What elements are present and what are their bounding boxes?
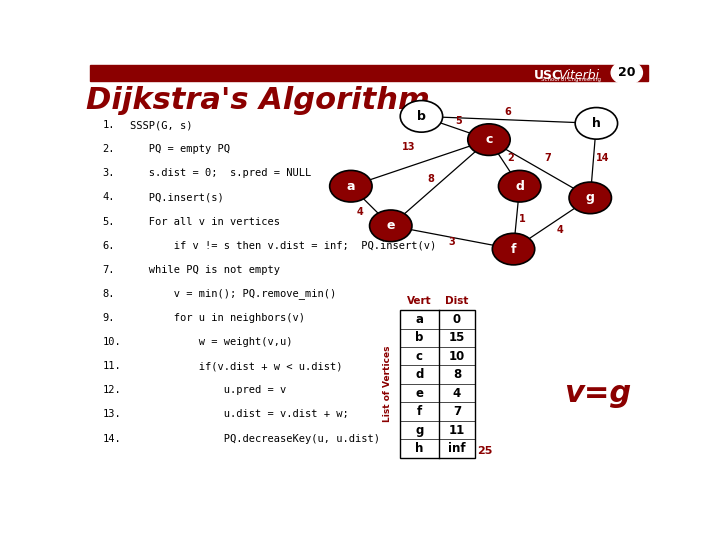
Text: 4.: 4. — [102, 192, 114, 202]
Text: 10.: 10. — [102, 337, 121, 347]
Text: PQ = empty PQ: PQ = empty PQ — [130, 144, 230, 154]
Text: 2.: 2. — [102, 144, 114, 154]
Text: u.pred = v: u.pred = v — [130, 386, 287, 395]
Text: 4: 4 — [356, 207, 364, 217]
Text: 1.: 1. — [102, 120, 114, 130]
Text: School of Engineering: School of Engineering — [541, 77, 601, 82]
Text: Dijkstra's Algorithm: Dijkstra's Algorithm — [86, 86, 429, 114]
Text: inf: inf — [448, 442, 466, 455]
Text: d: d — [516, 180, 524, 193]
Circle shape — [330, 171, 372, 202]
Text: u.dist = v.dist + w;: u.dist = v.dist + w; — [130, 409, 349, 420]
Text: 11.: 11. — [102, 361, 121, 372]
Text: 2: 2 — [507, 153, 514, 163]
Text: 3.: 3. — [102, 168, 114, 178]
Text: h: h — [415, 442, 423, 455]
Text: 7: 7 — [453, 405, 461, 418]
Circle shape — [575, 107, 618, 139]
Text: 7: 7 — [544, 153, 551, 163]
Text: b: b — [415, 332, 423, 345]
Text: For all v in vertices: For all v in vertices — [130, 217, 280, 227]
Text: w = weight(v,u): w = weight(v,u) — [130, 337, 292, 347]
Circle shape — [400, 100, 443, 132]
Text: 20: 20 — [618, 66, 636, 79]
Text: 6.: 6. — [102, 241, 114, 251]
Text: 13.: 13. — [102, 409, 121, 420]
Text: Dist: Dist — [445, 296, 469, 306]
Text: Vert: Vert — [407, 296, 431, 306]
Text: 8: 8 — [427, 174, 434, 184]
Text: 7.: 7. — [102, 265, 114, 275]
Text: Viterbi: Viterbi — [557, 69, 599, 82]
Text: List of Vertices: List of Vertices — [383, 346, 392, 422]
Text: 1: 1 — [519, 214, 526, 224]
Text: e: e — [415, 387, 423, 400]
Text: 14: 14 — [595, 153, 609, 163]
Text: 5: 5 — [455, 116, 462, 126]
Text: 4: 4 — [556, 226, 563, 235]
Text: 10: 10 — [449, 350, 465, 363]
Text: f: f — [417, 405, 422, 418]
Text: SSSP(G, s): SSSP(G, s) — [130, 120, 193, 130]
Text: c: c — [415, 350, 423, 363]
Text: USC: USC — [534, 69, 562, 82]
Text: PQ.insert(s): PQ.insert(s) — [130, 192, 224, 202]
Text: 0: 0 — [453, 313, 461, 326]
Text: e: e — [387, 219, 395, 232]
Text: c: c — [485, 133, 492, 146]
Text: 11: 11 — [449, 423, 465, 436]
Text: d: d — [415, 368, 423, 381]
Text: 13: 13 — [402, 141, 416, 152]
Circle shape — [569, 182, 611, 214]
Text: a: a — [346, 180, 355, 193]
Text: 14.: 14. — [102, 434, 121, 443]
Text: 15: 15 — [449, 332, 465, 345]
Text: s.dist = 0;  s.pred = NULL: s.dist = 0; s.pred = NULL — [130, 168, 312, 178]
Text: 25: 25 — [477, 446, 492, 456]
Text: 5.: 5. — [102, 217, 114, 227]
Circle shape — [369, 210, 412, 241]
Text: while PQ is not empty: while PQ is not empty — [130, 265, 280, 275]
Text: if v != s then v.dist = inf;  PQ.insert(v): if v != s then v.dist = inf; PQ.insert(v… — [130, 241, 436, 251]
Text: f: f — [510, 242, 516, 255]
Text: 9.: 9. — [102, 313, 114, 323]
Text: 12.: 12. — [102, 386, 121, 395]
Text: 4: 4 — [453, 387, 461, 400]
Text: PQ.decreaseKey(u, u.dist): PQ.decreaseKey(u, u.dist) — [130, 434, 380, 443]
Text: 8.: 8. — [102, 289, 114, 299]
Circle shape — [492, 233, 535, 265]
Bar — [90, 65, 648, 80]
Text: b: b — [417, 110, 426, 123]
Circle shape — [498, 171, 541, 202]
Text: a: a — [415, 313, 423, 326]
Text: g: g — [586, 191, 595, 204]
Bar — [400, 310, 475, 458]
Circle shape — [468, 124, 510, 156]
Text: if(v.dist + w < u.dist): if(v.dist + w < u.dist) — [130, 361, 343, 372]
Text: v=g: v=g — [564, 379, 631, 408]
Circle shape — [611, 61, 642, 84]
Text: h: h — [592, 117, 600, 130]
Text: for u in neighbors(v): for u in neighbors(v) — [130, 313, 305, 323]
Text: v = min(); PQ.remove_min(): v = min(); PQ.remove_min() — [130, 288, 336, 299]
Text: g: g — [415, 423, 423, 436]
Text: 6: 6 — [504, 107, 510, 117]
Text: 8: 8 — [453, 368, 461, 381]
Text: 3: 3 — [449, 237, 456, 247]
